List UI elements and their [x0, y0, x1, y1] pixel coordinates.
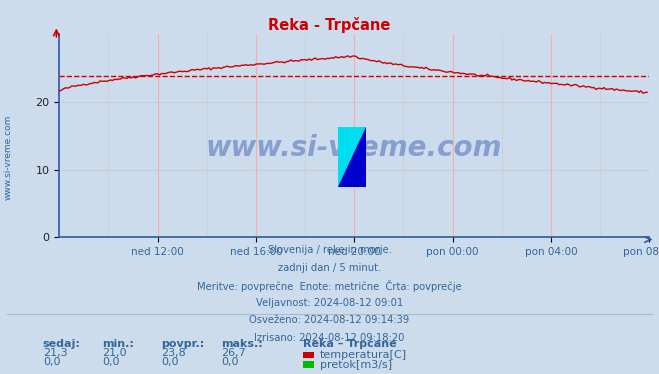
- Text: 23,8: 23,8: [161, 348, 186, 358]
- Text: Meritve: povprečne  Enote: metrične  Črta: povprečje: Meritve: povprečne Enote: metrične Črta:…: [197, 280, 462, 292]
- Text: 0,0: 0,0: [43, 357, 61, 367]
- Text: 21,0: 21,0: [102, 348, 127, 358]
- Polygon shape: [338, 127, 366, 187]
- Text: zadnji dan / 5 minut.: zadnji dan / 5 minut.: [278, 263, 381, 273]
- Text: Izrisano: 2024-08-12 09:18:20: Izrisano: 2024-08-12 09:18:20: [254, 333, 405, 343]
- Polygon shape: [338, 127, 366, 187]
- Text: Osveženo: 2024-08-12 09:14:39: Osveženo: 2024-08-12 09:14:39: [249, 315, 410, 325]
- Text: temperatura[C]: temperatura[C]: [320, 350, 407, 360]
- Text: maks.:: maks.:: [221, 339, 262, 349]
- Text: 0,0: 0,0: [221, 357, 239, 367]
- Text: min.:: min.:: [102, 339, 134, 349]
- Text: povpr.:: povpr.:: [161, 339, 205, 349]
- Text: www.si-vreme.com: www.si-vreme.com: [206, 134, 502, 162]
- Text: www.si-vreme.com: www.si-vreme.com: [3, 114, 13, 200]
- Text: pretok[m3/s]: pretok[m3/s]: [320, 360, 391, 370]
- Text: 0,0: 0,0: [161, 357, 179, 367]
- Text: 26,7: 26,7: [221, 348, 246, 358]
- Text: Reka – Trpčane: Reka – Trpčane: [303, 338, 397, 349]
- Text: Reka - Trpčane: Reka - Trpčane: [268, 17, 391, 33]
- Text: 21,3: 21,3: [43, 348, 67, 358]
- Text: Veljavnost: 2024-08-12 09:01: Veljavnost: 2024-08-12 09:01: [256, 298, 403, 308]
- Text: sedaj:: sedaj:: [43, 339, 80, 349]
- Text: 0,0: 0,0: [102, 357, 120, 367]
- Text: Slovenija / reke in morje.: Slovenija / reke in morje.: [268, 245, 391, 255]
